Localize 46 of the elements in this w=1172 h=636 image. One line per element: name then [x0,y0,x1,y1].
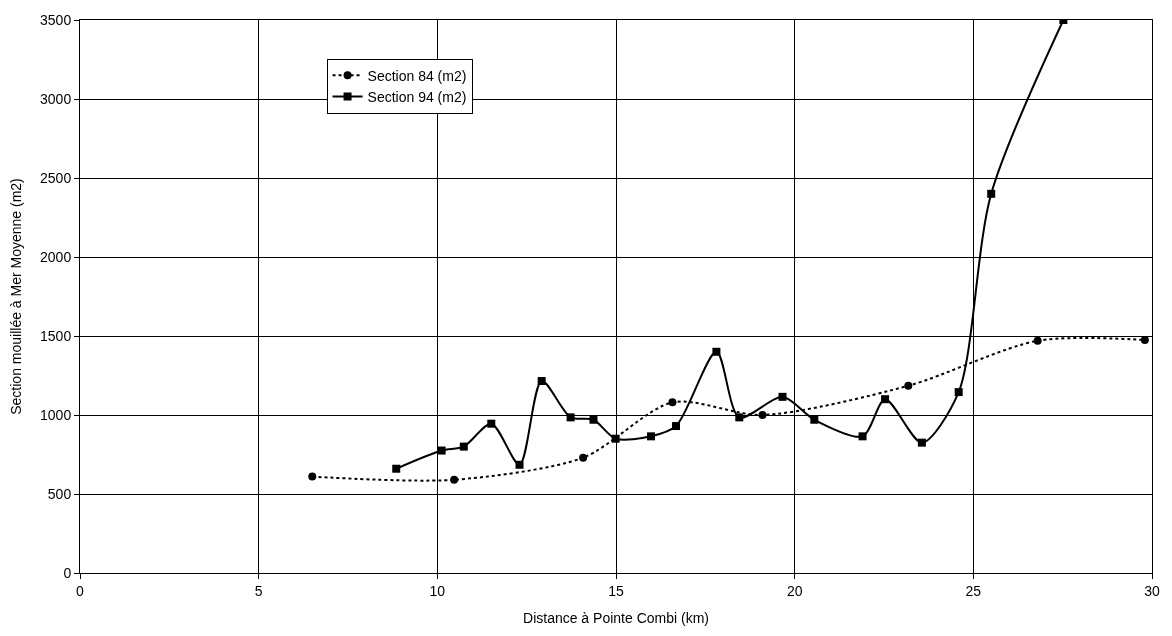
point [308,472,317,481]
y-tick-label: 3000 [40,90,72,107]
y-tick-label: 0 [63,564,72,581]
point [954,388,963,397]
y-axis-title: Section mouillée à Mer Moyenne (m2) [7,178,24,415]
point [712,347,721,356]
point [917,438,926,447]
legend-label: Section 94 (m2) [367,88,467,105]
point [437,446,446,455]
x-tick-label: 20 [786,582,803,599]
point [987,189,996,198]
point [487,419,496,428]
x-tick-label: 5 [254,582,263,599]
x-tick-label: 25 [965,582,982,599]
y-tick-label: 500 [47,485,72,502]
point [668,398,677,407]
y-tick-label: 2000 [40,248,72,265]
point [579,453,588,462]
point [537,377,546,386]
x-tick-label: 15 [608,582,624,599]
y-tick-label: 2500 [40,169,72,186]
point [611,434,620,443]
point [810,415,819,424]
point [904,381,913,390]
point [647,432,656,441]
point [758,411,767,419]
point [589,415,598,424]
point [881,395,890,404]
x-axis-title: Distance à Pointe Combi (km) [523,610,709,627]
x-tick-label: 30 [1144,582,1160,599]
point [672,422,681,431]
x-tick-label: 0 [76,582,85,599]
point [566,413,575,422]
point [459,442,468,451]
y-tick-label: 3500 [40,11,72,28]
point [1033,336,1042,345]
point [392,464,401,473]
point [450,475,459,484]
y-tick-label: 1500 [40,327,72,344]
point [778,392,787,401]
x-tick-label: 10 [429,582,446,599]
point [735,413,744,422]
legend-label: Section 84 (m2) [367,67,467,84]
point [515,460,524,469]
y-tick-label: 1000 [40,406,72,423]
point [858,432,867,441]
